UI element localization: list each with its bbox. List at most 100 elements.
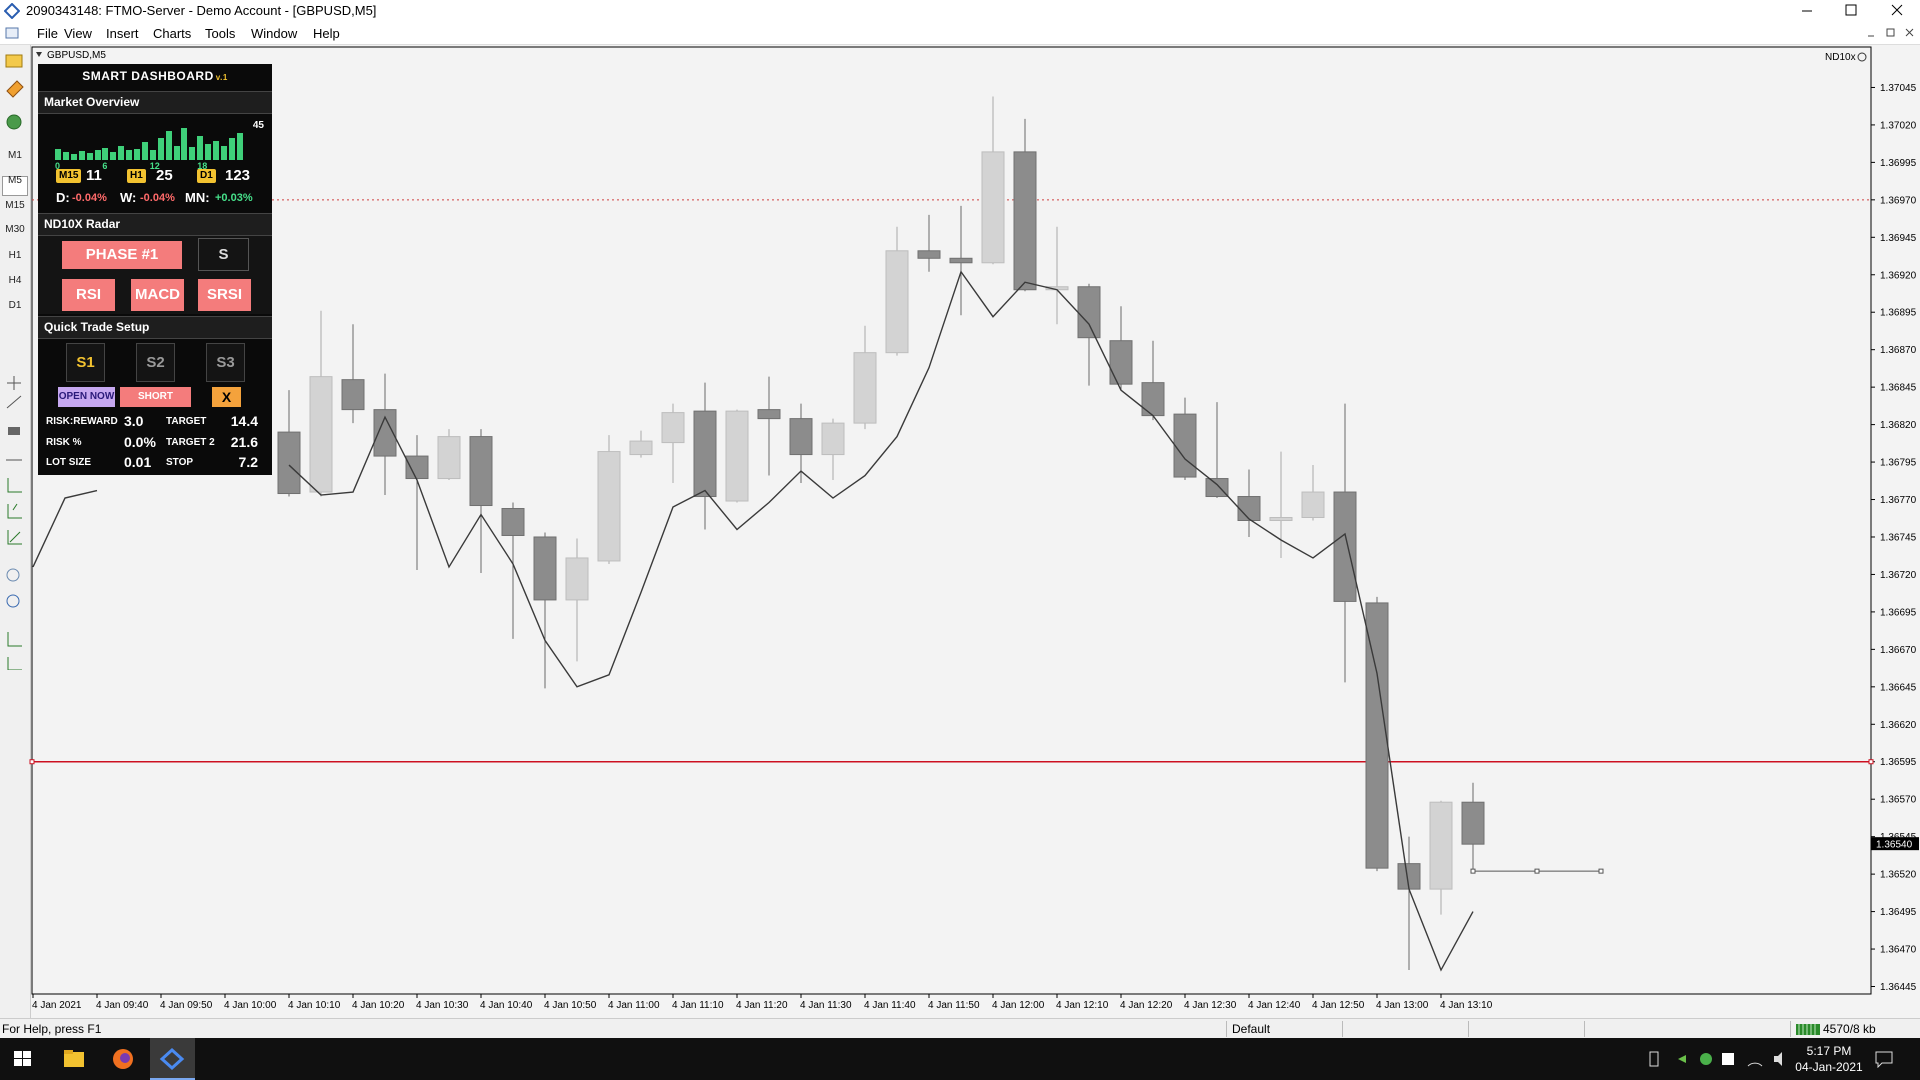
timeframe-button[interactable]: D1	[8, 300, 22, 311]
row-value: 21.6	[230, 434, 258, 450]
candle-body	[1365, 602, 1389, 869]
candle-body	[405, 455, 429, 480]
level-handle	[1868, 759, 1874, 765]
candle-body	[885, 250, 909, 354]
y-tick-label: 1.36995	[1880, 158, 1917, 169]
status-profile: Default	[1232, 1022, 1271, 1036]
setup-button[interactable]: S1	[66, 343, 105, 382]
timeframe-button[interactable]: H1	[8, 250, 22, 261]
chart-symbol: GBPUSD,M5	[47, 50, 106, 61]
histogram-bar	[189, 147, 196, 160]
menu-item[interactable]: Help	[313, 26, 340, 41]
candle-body	[437, 436, 461, 480]
histogram-bar	[62, 152, 69, 160]
notifications[interactable]	[1874, 1050, 1894, 1068]
histogram-bar	[70, 153, 77, 160]
x-tick-label: 4 Jan 11:40	[864, 1000, 916, 1011]
trend-handle	[1534, 868, 1540, 874]
histogram-bar	[213, 140, 219, 160]
candle-body	[1461, 801, 1485, 845]
indicator-icon	[1857, 52, 1867, 62]
row-label: TARGET	[166, 416, 207, 427]
indicator-button[interactable]: MACD	[131, 279, 184, 311]
timeframe-button[interactable]: M15	[5, 200, 25, 211]
symbol-arrow	[36, 52, 42, 57]
taskbar-apps[interactable]	[0, 1038, 200, 1080]
section-title: Quick Trade Setup	[38, 316, 272, 339]
setup-button[interactable]: S3	[206, 343, 245, 382]
tf-badge: H1	[127, 169, 146, 183]
app-icon	[4, 3, 20, 19]
change-label: W:	[120, 190, 137, 205]
timeframe-button[interactable]: M1	[8, 150, 22, 161]
candle-body	[1109, 340, 1133, 385]
indicator-name: ND10x	[1825, 52, 1856, 63]
menu-item[interactable]: Window	[251, 26, 298, 41]
menu-item[interactable]: Tools	[205, 26, 236, 41]
bid-marker	[1871, 837, 1919, 851]
smart-dashboard: SMART DASHBOARD v.1 Market Overview 45 0 6 1…	[38, 64, 272, 475]
tf-badge: D1	[197, 169, 216, 183]
dashboard-title: SMART DASHBOARD	[82, 69, 214, 83]
timeframe-button[interactable]: H4	[8, 275, 22, 286]
child-controls[interactable]	[1860, 24, 1920, 42]
timeframe-button[interactable]: M30	[5, 224, 25, 235]
signal-button[interactable]: S	[198, 238, 249, 271]
y-tick-label: 1.36745	[1880, 532, 1917, 543]
row-value: 3.0	[124, 413, 144, 429]
open-now-button[interactable]: OPEN NOW	[58, 387, 115, 407]
histogram-tick: 12	[149, 161, 160, 171]
x-tick-label: 4 Jan 12:50	[1312, 1000, 1365, 1011]
toolbar-tools	[6, 376, 22, 670]
plot-frame	[31, 46, 1872, 995]
y-tick-label: 1.36470	[1880, 945, 1917, 956]
window-controls[interactable]	[1790, 0, 1920, 22]
x-tick-label: 4 Jan 13:10	[1440, 1000, 1493, 1011]
histogram-bar	[236, 132, 243, 160]
candle-body	[789, 418, 813, 456]
histogram-bar	[173, 145, 180, 160]
histogram-bar	[197, 136, 204, 160]
y-tick-label: 1.36645	[1880, 682, 1917, 693]
x-tick-label: 4 Jan 09:40	[96, 1000, 149, 1011]
candle-body	[757, 409, 781, 420]
menu-item[interactable]: View	[64, 26, 92, 41]
indicator-button[interactable]: SRSI	[198, 279, 251, 311]
x-tick-label: 4 Jan 10:50	[544, 1000, 597, 1011]
candle-body	[533, 536, 557, 601]
y-tick-label: 1.36945	[1880, 233, 1917, 244]
active-timeframe	[2, 176, 28, 196]
candle-body	[1429, 801, 1453, 890]
close-button[interactable]: X	[212, 387, 241, 407]
menu-item[interactable]: Insert	[106, 26, 139, 41]
x-tick-label: 4 Jan 11:30	[800, 1000, 852, 1011]
y-tick-label: 1.36845	[1880, 383, 1917, 394]
histogram-tick: 0	[55, 161, 61, 171]
candle-body	[629, 440, 653, 456]
candle-body	[565, 557, 589, 601]
short-button[interactable]: SHORT	[120, 387, 191, 407]
histogram-bar	[102, 148, 109, 160]
menu-item[interactable]: File	[37, 26, 58, 41]
phase-button[interactable]: PHASE #1	[62, 241, 182, 269]
dashboard-version: v.1	[215, 73, 228, 82]
menu-item[interactable]: Charts	[153, 26, 192, 41]
menu-bar	[0, 22, 1920, 45]
left-toolbar	[0, 45, 31, 1018]
section-title: Market Overview	[38, 91, 272, 114]
tray-icons	[1649, 1051, 1782, 1067]
histogram-peak: 45	[252, 120, 264, 131]
indicator-button[interactable]: RSI	[62, 279, 115, 311]
x-tick-label: 4 Jan 12:10	[1056, 1000, 1109, 1011]
y-tick-label: 1.36620	[1880, 720, 1917, 731]
y-tick-label: 1.36520	[1880, 870, 1917, 881]
histogram-tick: 18	[197, 161, 208, 171]
timeframe-button[interactable]: M5	[8, 175, 22, 186]
setup-button[interactable]: S2	[136, 343, 175, 382]
histogram-bar	[126, 150, 133, 160]
trend-handle	[1598, 868, 1604, 874]
candle-body	[373, 409, 397, 457]
histogram-bar	[165, 131, 172, 160]
y-tick-label: 1.36495	[1880, 907, 1917, 918]
